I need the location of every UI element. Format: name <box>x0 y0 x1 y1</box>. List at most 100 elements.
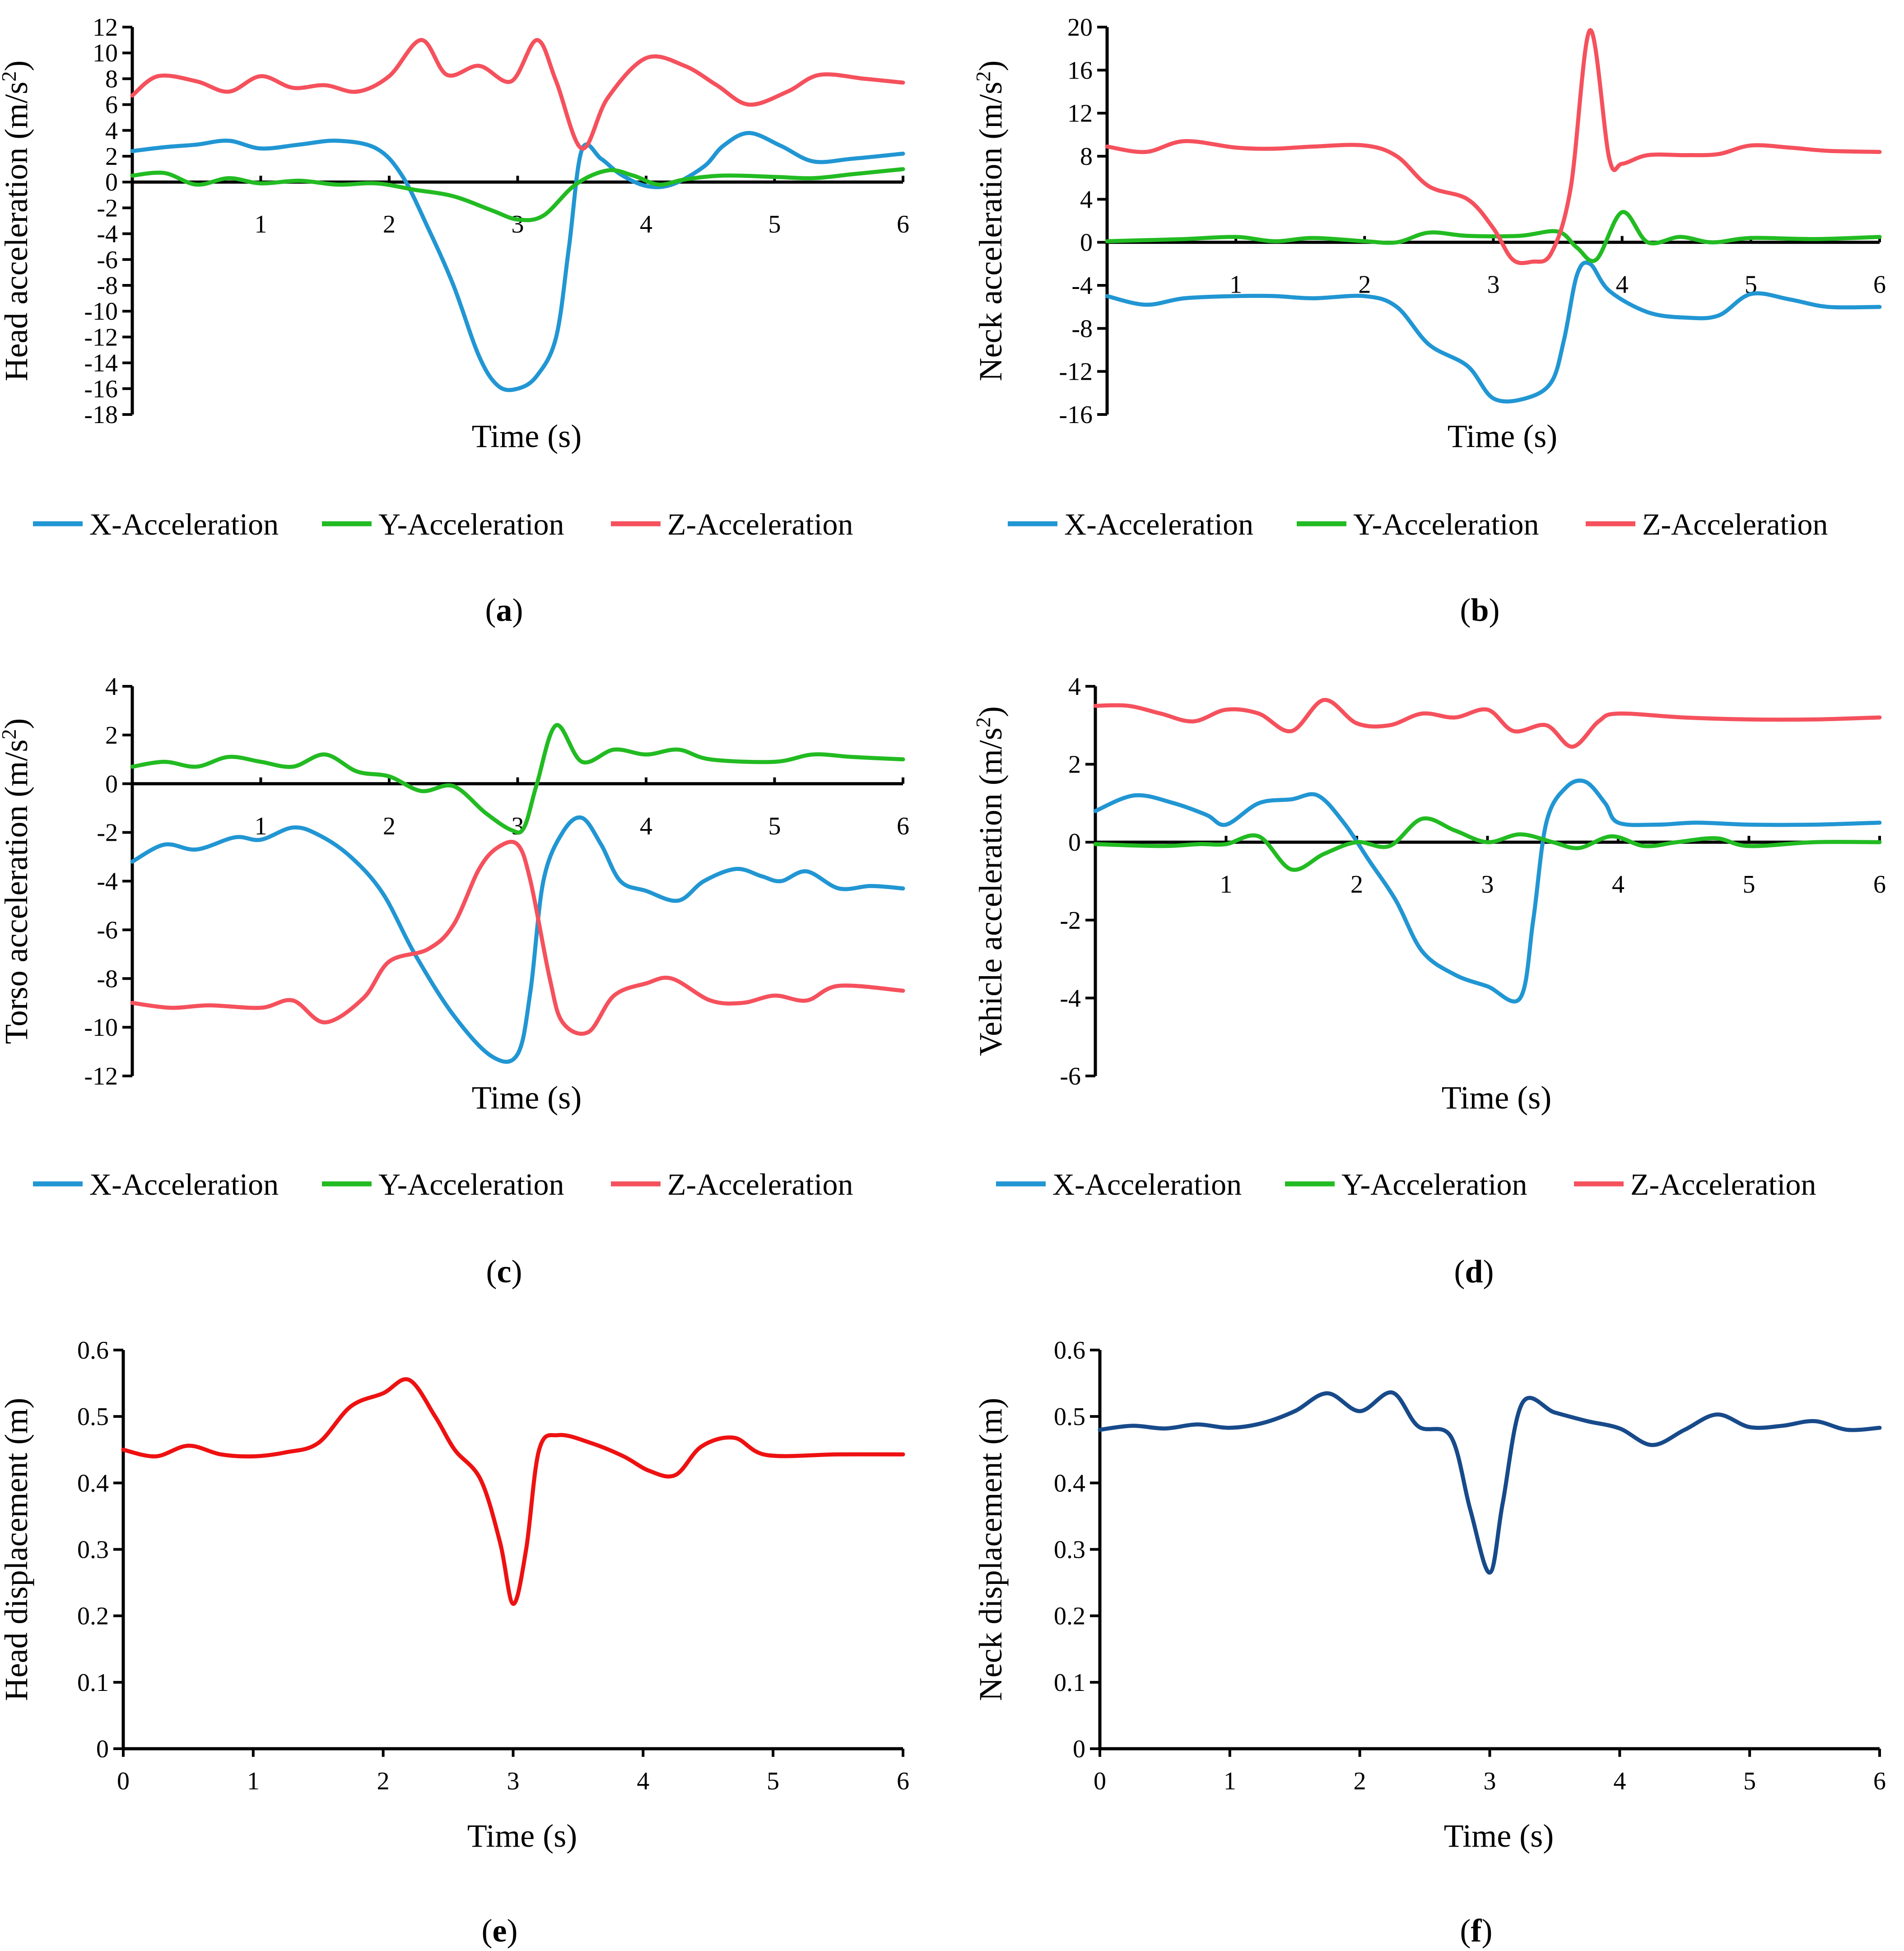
x-tick-label: 6 <box>897 812 909 840</box>
panel-label-letter: c <box>497 1253 512 1290</box>
y-axis-title-part: Head acceleration (m/s <box>0 82 34 382</box>
panel-label-letter: d <box>1465 1253 1483 1290</box>
legend: X-Acceleration Y-Acceleration Z-Accelerati… <box>33 507 853 541</box>
x-tick-label: 2 <box>383 210 396 238</box>
panel-label-letter: b <box>1471 592 1489 628</box>
y-tick-label: 0 <box>1073 1735 1085 1763</box>
panel-label: (b) <box>1460 592 1499 628</box>
x-tick-label: 4 <box>1613 1767 1626 1795</box>
x-tick-label: 0 <box>1094 1767 1106 1795</box>
series-line-x-acceleration <box>130 815 905 1064</box>
panel-label-letter: e <box>493 1913 507 1949</box>
chart-panel-f: 0.6 0.5 0.4 0.3 0.2 0.1 00 1 2 3 4 5 6 Time (s) Neck d… <box>973 1336 1886 1949</box>
x-tick-label: 3 <box>512 210 524 238</box>
series-line-y-acceleration <box>130 167 905 223</box>
y-axis-title-part: Torso acceleration (m/s <box>0 740 34 1044</box>
x-axis-title: Time (s) <box>1444 1818 1554 1854</box>
y-tick-label: 0 <box>105 770 118 798</box>
x-tick-label: 6 <box>897 1767 909 1795</box>
x-tick-label: 4 <box>640 812 652 840</box>
y-axis-title-part: Head displacement (m) <box>0 1398 34 1701</box>
y-axis-title-superscript: 2 <box>972 71 995 82</box>
y-tick-label: 0.2 <box>1054 1602 1085 1630</box>
x-tick-label: 3 <box>1487 271 1500 299</box>
y-axis-title: Neck displacement (m) <box>973 1398 1009 1701</box>
legend-label: Z-Acceleration <box>1642 507 1828 541</box>
panel-label-open: ( <box>485 592 496 628</box>
series-line-y-acceleration <box>130 723 905 835</box>
series-line-z-acceleration <box>1105 28 1882 265</box>
x-tick-label: 1 <box>255 812 267 840</box>
y-tick-label: 0 <box>96 1735 109 1763</box>
x-tick-label: 6 <box>1873 1767 1886 1795</box>
panel-label: (d) <box>1454 1253 1494 1290</box>
y-axis-title-part: ) <box>0 61 34 71</box>
y-tick-label: -6 <box>1060 1062 1081 1090</box>
x-tick-label: 4 <box>1616 271 1629 299</box>
y-tick-label: 0.3 <box>1054 1536 1085 1564</box>
y-tick-label: 0 <box>1080 229 1093 257</box>
y-tick-label: -2 <box>97 194 118 222</box>
panel-label-close: ) <box>507 1913 517 1949</box>
x-axis-title: Time (s) <box>1448 418 1557 454</box>
x-axis-title: Time (s) <box>472 418 582 454</box>
x-tick-label: 2 <box>1350 871 1363 899</box>
x-tick-label: 5 <box>768 210 781 238</box>
panel-label: (f) <box>1460 1913 1493 1949</box>
y-axis-title-part: ) <box>0 718 34 729</box>
x-tick-label: 3 <box>507 1767 520 1795</box>
y-axis-title-superscript: 2 <box>972 717 995 727</box>
y-tick-label: 20 <box>1067 14 1093 42</box>
y-tick-label: -2 <box>97 819 118 847</box>
x-tick-label: 4 <box>640 210 652 238</box>
legend: X-Acceleration Y-Acceleration Z-Accelerati… <box>33 1167 853 1201</box>
series-line-z-acceleration <box>130 839 905 1036</box>
x-tick-label: 3 <box>1481 871 1494 899</box>
y-tick-label: 0.3 <box>77 1536 109 1564</box>
panel-label-close: ) <box>1489 592 1500 628</box>
y-tick-label: -6 <box>97 916 118 944</box>
x-tick-label: 2 <box>383 812 396 840</box>
x-tick-label: 4 <box>1612 871 1625 899</box>
series-line-head-displacement <box>121 1377 905 1606</box>
x-tick-label: 2 <box>1354 1767 1366 1795</box>
y-tick-label: -12 <box>84 1062 118 1090</box>
series-line-x-acceleration <box>1105 261 1882 404</box>
x-tick-label: 6 <box>1873 871 1886 899</box>
legend-label: Y-Acceleration <box>1353 507 1539 541</box>
y-tick-label: -12 <box>84 323 118 351</box>
x-tick-label: 5 <box>767 1767 779 1795</box>
y-tick-label: -18 <box>84 401 118 429</box>
x-tick-label: 3 <box>1484 1767 1496 1795</box>
y-tick-label: 12 <box>93 14 118 42</box>
panel-label: (a) <box>485 592 523 628</box>
y-tick-label: 12 <box>1067 100 1093 128</box>
y-tick-label: -4 <box>97 868 118 896</box>
y-axis-title-part: ) <box>973 706 1009 717</box>
y-tick-label: 2 <box>105 143 118 171</box>
y-axis-title-part: ) <box>973 61 1009 71</box>
y-tick-label: 0.1 <box>77 1669 109 1697</box>
y-tick-label: -2 <box>1060 907 1081 935</box>
x-tick-label: 6 <box>897 210 909 238</box>
y-tick-label: 0.1 <box>1054 1669 1085 1697</box>
panel-label-open: ( <box>482 1913 493 1949</box>
panel-label-close: ) <box>512 592 523 628</box>
y-tick-label: 0.4 <box>77 1469 109 1497</box>
y-axis-title-part: Neck displacement (m) <box>973 1398 1009 1701</box>
panel-label-close: ) <box>1483 1253 1494 1290</box>
y-tick-label: -8 <box>1071 315 1093 343</box>
y-tick-label: 0.5 <box>77 1403 109 1431</box>
y-tick-label: -10 <box>84 1014 118 1042</box>
y-axis-title-part: Neck acceleration (m/s <box>973 82 1009 382</box>
x-tick-label: 1 <box>1220 871 1233 899</box>
y-tick-label: 0.5 <box>1054 1403 1085 1431</box>
chart-panel-c: 4 2 0 -2 -4 -6 -8 -10 -12 1 2 3 4 5 6 Time (s) Torso acc… <box>0 673 909 1290</box>
legend-label: Y-Acceleration <box>1341 1167 1527 1201</box>
y-tick-label: 8 <box>105 65 118 93</box>
chart-panel-d: 4 2 0 -2 -4 -6 1 2 3 4 5 6 Time (s) Vehicle accelerat… <box>972 673 1886 1290</box>
legend: X-Acceleration Y-Acceleration Z-Accelerati… <box>1008 507 1828 541</box>
x-axis-title: Time (s) <box>472 1080 582 1116</box>
